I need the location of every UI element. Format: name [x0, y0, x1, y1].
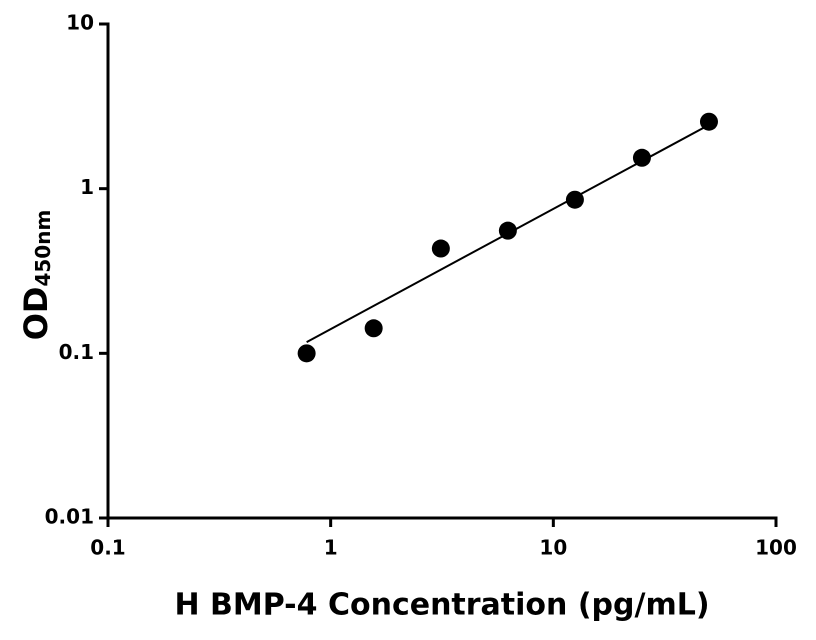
- y-tick-label: 10: [66, 11, 94, 35]
- x-axis-label: H BMP-4 Concentration (pg/mL): [174, 588, 709, 623]
- data-point: [364, 319, 383, 338]
- y-axis-label: OD450nm: [17, 210, 55, 341]
- y-axis-label-main: OD: [17, 287, 55, 341]
- y-tick-label: 1: [80, 175, 94, 199]
- x-tick-label: 1: [324, 536, 338, 560]
- data-point: [632, 148, 651, 167]
- x-tick-label: 10: [539, 536, 567, 560]
- data-point: [297, 344, 316, 363]
- x-tick-label: 100: [755, 536, 797, 560]
- data-point: [699, 112, 718, 131]
- data-point: [565, 190, 584, 209]
- y-tick-label: 0.01: [45, 505, 94, 529]
- data-point: [498, 221, 517, 240]
- x-tick-label: 0.1: [90, 536, 125, 560]
- data-point: [431, 239, 450, 258]
- y-axis-label-sub: 450nm: [31, 210, 55, 287]
- y-tick-label: 0.1: [59, 340, 94, 364]
